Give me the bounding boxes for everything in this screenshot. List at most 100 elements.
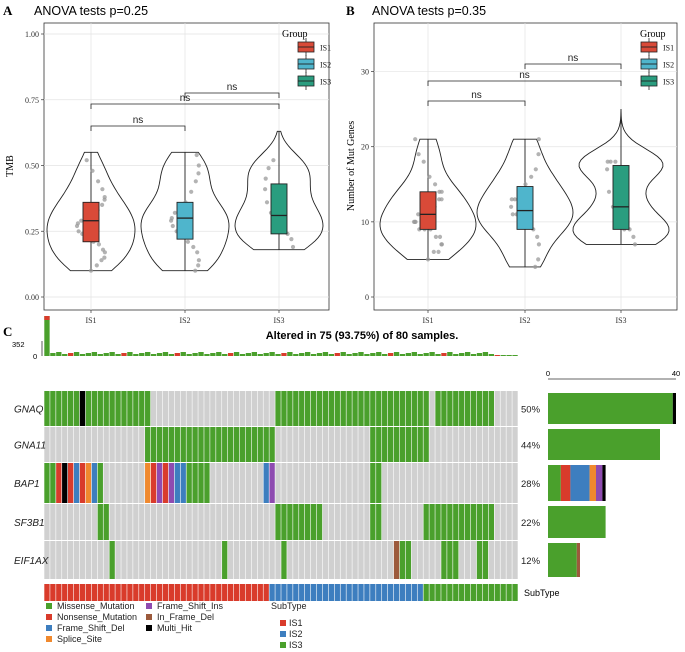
panel-b-legend: Group IS1 IS2 IS3 xyxy=(640,29,674,90)
b-point-is3 xyxy=(613,159,618,164)
legend-key-nonsense xyxy=(46,614,52,620)
oncoplot-cell-gnaq xyxy=(251,391,258,426)
oncoplot-cell-gnaq xyxy=(121,391,127,426)
tmb-bar xyxy=(512,355,518,356)
oncoplot-cell-eif1ax xyxy=(305,541,311,579)
oncoplot-cell-bap1 xyxy=(168,463,175,503)
b-point-is1 xyxy=(427,174,432,179)
oncoplot-cell-eif1ax xyxy=(85,541,92,579)
a-box-is1 xyxy=(82,201,100,243)
tmb-bar xyxy=(411,352,417,356)
oncoplot-cell-gna11 xyxy=(281,427,287,462)
legend-label-frame-shift-del: Frame_Shift_Del xyxy=(57,623,125,633)
oncoplot-cell-sf3b1 xyxy=(227,504,234,540)
subtype-cell-is3 xyxy=(459,584,465,601)
oncoplot-cell-gnaq xyxy=(305,391,311,426)
tmb-bar xyxy=(180,352,186,356)
tmb-bar xyxy=(453,354,459,356)
oncoplot-cell-gnaq xyxy=(411,391,417,426)
oncoplot-cell-gna11 xyxy=(494,427,500,462)
oncoplot-cell-gna11 xyxy=(233,427,240,462)
oncoplot-cell-gna11 xyxy=(133,427,139,462)
subtype-cell-is3 xyxy=(506,584,512,601)
a-point-is1 xyxy=(100,187,105,192)
oncoplot-cell-gna11 xyxy=(251,427,258,462)
oncoplot-cell-gna11 xyxy=(346,427,352,462)
oncoplot-cell-sf3b1 xyxy=(68,504,74,540)
oncoplot-cell-eif1ax xyxy=(405,541,412,579)
oncoplot-cell-gna11 xyxy=(322,427,329,462)
oncoplot-cell-eif1ax xyxy=(387,541,394,579)
subtype-cell-is3 xyxy=(429,584,435,601)
tmb-axis-max-label: 352 xyxy=(12,340,25,349)
oncoplot-cell-gna11 xyxy=(429,427,435,462)
oncoplot-cell-gna11 xyxy=(506,427,512,462)
oncoplot-cell-bap1 xyxy=(512,463,518,503)
oncoplot-cell-gnaq xyxy=(417,391,423,426)
oncoplot-cell-gnaq xyxy=(50,391,56,426)
oncoplot-cell-bap1 xyxy=(50,463,56,503)
oncoplot-cell-sf3b1 xyxy=(109,504,115,540)
b-point-is1 xyxy=(421,159,426,164)
tmb-bar xyxy=(168,354,175,356)
b-x-tick-label: IS1 xyxy=(422,316,433,325)
oncoplot-cell-bap1 xyxy=(62,463,68,503)
oncoplot-cell-bap1 xyxy=(233,463,240,503)
b-point-is3 xyxy=(608,159,613,164)
tmb-bar xyxy=(216,352,222,356)
oncoplot-cell-sf3b1 xyxy=(263,504,269,540)
tmb-bar xyxy=(441,353,447,356)
oncoplot-cell-gna11 xyxy=(376,427,382,462)
oncoplot-cell-bap1 xyxy=(399,463,406,503)
oncoplot-cell-eif1ax xyxy=(139,541,145,579)
tmb-bar xyxy=(97,354,103,356)
oncoplot-cell-gna11 xyxy=(405,427,412,462)
gene-percent-gnaq: 50% xyxy=(521,405,541,416)
oncoplot-cell-bap1 xyxy=(358,463,364,503)
tmb-bar xyxy=(227,353,234,356)
b-violin-is1 xyxy=(379,138,477,260)
oncoplot-cell-gna11 xyxy=(97,427,103,462)
oncoplot-cell-eif1ax xyxy=(310,541,317,579)
b-point-is1 xyxy=(431,249,436,254)
a-legend-label-is2: IS2 xyxy=(320,61,331,70)
oncoplot-cell-bap1 xyxy=(150,463,157,503)
oncoplot-cell-gnaq xyxy=(192,391,198,426)
tmb-bar xyxy=(358,352,364,356)
oncoplot-cell-eif1ax xyxy=(115,541,121,579)
oncoplot-cell-gna11 xyxy=(103,427,109,462)
subtype-legend-label-is2: IS2 xyxy=(289,629,303,639)
a-legend-label-is1: IS1 xyxy=(320,44,331,53)
oncoplot-cell-bap1 xyxy=(127,463,133,503)
subtype-cell-is3 xyxy=(512,584,518,601)
tmb-bar xyxy=(139,353,145,356)
oncoplot-cell-gna11 xyxy=(239,427,246,462)
legend-key-splice-site xyxy=(46,636,52,642)
panel-a-legend: Group IS1 IS2 IS3 xyxy=(282,29,331,90)
oncoplot-cell-gna11 xyxy=(293,427,299,462)
oncoplot-cell-sf3b1 xyxy=(150,504,157,540)
subtype-cell-is1 xyxy=(174,584,180,601)
tmb-bar xyxy=(109,352,115,356)
oncoplot-cell-eif1ax xyxy=(168,541,175,579)
oncoplot-cell-eif1ax xyxy=(210,541,216,579)
tmb-bar xyxy=(399,354,406,356)
oncoplot-cell-sf3b1 xyxy=(382,504,388,540)
oncoplot-cell-eif1ax xyxy=(216,541,222,579)
oncoplot-cell-gnaq xyxy=(186,391,192,426)
oncoplot-cell-gna11 xyxy=(222,427,228,462)
b-point-is1 xyxy=(425,257,431,262)
oncoplot-cell-sf3b1 xyxy=(186,504,192,540)
tmb-bar xyxy=(405,353,412,356)
oncoplot-cell-sf3b1 xyxy=(168,504,175,540)
oncoplot-cell-gna11 xyxy=(476,427,483,462)
tmb-bar xyxy=(186,354,192,356)
oncoplot-cell-sf3b1 xyxy=(352,504,358,540)
oncoplot-cell-sf3b1 xyxy=(156,504,163,540)
oncoplot-cell-sf3b1 xyxy=(245,504,252,540)
oncoplot-cell-bap1 xyxy=(429,463,435,503)
a-comparison-bracket xyxy=(90,125,186,131)
oncoplot-cell-eif1ax xyxy=(435,541,441,579)
subtype-cell-is3 xyxy=(435,584,441,601)
oncoplot-cell-gna11 xyxy=(139,427,145,462)
